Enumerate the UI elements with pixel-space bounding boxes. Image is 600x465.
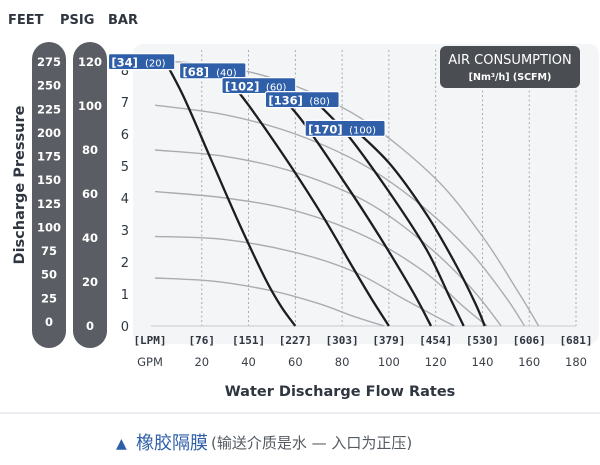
x-tick-lpm-2: [227]: [279, 334, 312, 347]
feet-tick-2: 225: [37, 102, 61, 116]
series-label-sub-2: (60): [266, 83, 287, 94]
x-tick-gpm-5: 120: [425, 355, 447, 369]
footer-subtitle: (输送介质是水 — 入口为正压): [211, 434, 412, 452]
header-psig-label: PSIG: [60, 13, 94, 28]
series-label-main-2: [102]: [225, 80, 260, 94]
x-tick-gpm-8: 180: [565, 355, 587, 369]
series-label-box-0: [107, 52, 176, 71]
air-curve-1: [217, 66, 390, 327]
psig-tick-4: 40: [82, 231, 98, 245]
bar-tick-6: 6: [121, 128, 129, 143]
x-tick-gpm-2: 60: [288, 355, 303, 369]
series-label-main-4: [170]: [308, 122, 343, 136]
bar-tick-8: 8: [121, 64, 129, 79]
feet-tick-4: 175: [37, 150, 61, 164]
bar-tick-4: 4: [121, 192, 129, 207]
x-tick-lpm-4: [379]: [372, 334, 405, 347]
x-tick-lpm-5: [454]: [419, 334, 452, 347]
series-label-main-3: [136]: [268, 94, 303, 108]
pressure-curve-1: [154, 104, 526, 327]
psig-tick-5: 20: [82, 275, 98, 289]
legend-subtitle: [Nm³/h] (SCFM): [469, 72, 552, 83]
x-tick-gpm-4: 100: [378, 355, 400, 369]
feet-tick-7: 100: [37, 220, 61, 234]
air-consumption-legend: [440, 46, 580, 88]
x-tick-lpm-6: [530]: [466, 334, 499, 347]
pressure-curve-3: [154, 190, 488, 327]
x-ticks: [76] 20 [151] 40 [227] 60 [303] 80 [379] 100 [454]…: [189, 334, 593, 369]
x-tick-gpm-6: 140: [471, 355, 493, 369]
bar-tick-2: 2: [121, 256, 129, 271]
air-curve-4: [348, 123, 486, 327]
psig-ticks: 120 100 80 60 40 20 0: [78, 55, 102, 333]
x-tick-lpm-8: [681]: [559, 334, 592, 347]
feet-tick-3: 200: [37, 126, 61, 140]
psig-tick-6: 0: [86, 319, 94, 333]
psig-tick-0: 120: [78, 55, 102, 69]
x-tick-gpm-3: 80: [335, 355, 350, 369]
x-tick-lpm-7: [606]: [513, 334, 546, 347]
x-tick-gpm-1: 40: [241, 355, 256, 369]
series-label-box-4: [304, 119, 386, 138]
bar-tick-5: 5: [121, 160, 129, 175]
series-label-0: [34] (20): [107, 52, 176, 71]
series-labels: [34] (20) [68] (40)[102] (60)[136] (80) [170] (…: [107, 52, 386, 138]
bar-tick-7: 7: [121, 96, 129, 111]
series-label-sub-1: (40): [216, 68, 237, 79]
feet-tick-8: 75: [41, 244, 57, 258]
air-curve-2: [264, 78, 433, 327]
bar-tick-1: 1: [121, 288, 129, 303]
series-label-2: [102] (60): [221, 76, 297, 95]
header-bar-label: BAR: [108, 13, 138, 28]
psig-tick-1: 100: [78, 99, 102, 113]
x-unit-gpm: GPM: [137, 355, 163, 369]
air-curve-0: [160, 55, 297, 327]
series-label-3: [136] (80): [264, 90, 340, 109]
series-label-sub-3: (80): [309, 97, 330, 108]
bar-tick-0: 0: [121, 320, 129, 335]
series-label-main-0: [34]: [111, 56, 138, 70]
feet-tick-10: 25: [41, 291, 57, 305]
x-tick-lpm-0: [76]: [189, 334, 216, 347]
psig-tick-3: 60: [82, 187, 98, 201]
series-label-sub-4: (100): [349, 125, 376, 136]
pressure-curve-2: [154, 149, 502, 327]
feet-tick-0: 275: [37, 55, 61, 69]
bar-y-ticks: 0 1 2 3 4 5 6 7 8: [121, 64, 129, 335]
feet-tick-6: 125: [37, 197, 61, 211]
bar-tick-3: 3: [121, 224, 129, 239]
x-tick-gpm-0: 20: [194, 355, 209, 369]
psig-tick-2: 80: [82, 143, 98, 157]
pressure-curve-4: [154, 235, 455, 327]
series-label-main-1: [68]: [183, 65, 210, 79]
y-axis-title: Discharge Pressure: [12, 105, 28, 264]
pressure-curve-5: [154, 277, 385, 327]
footer-title: 橡胶隔膜: [136, 433, 208, 454]
x-tick-lpm-3: [303]: [326, 334, 359, 347]
series-label-box-2: [221, 76, 297, 95]
legend-title: AIR CONSUMPTION: [448, 53, 571, 68]
series-label-box-3: [264, 90, 340, 109]
feet-tick-11: 0: [45, 315, 53, 329]
x-tick-lpm-1: [151]: [232, 334, 265, 347]
series-label-1: [68] (40): [178, 62, 247, 80]
header-feet-label: FEET: [8, 13, 44, 28]
feet-tick-5: 150: [37, 173, 61, 187]
x-axis-title: Water Discharge Flow Rates: [225, 384, 456, 400]
feet-tick-9: 50: [41, 268, 57, 282]
series-label-sub-0: (20): [145, 59, 166, 70]
feet-tick-1: 250: [37, 79, 61, 93]
x-tick-gpm-7: 160: [518, 355, 540, 369]
x-unit-lpm: [LPM]: [133, 334, 166, 347]
triangle-icon: ▲: [116, 436, 127, 452]
feet-scale-pill: [32, 42, 66, 348]
series-label-4: [170] (100): [304, 119, 386, 138]
series-label-box-1: [178, 62, 247, 80]
psig-scale-pill: [73, 42, 107, 348]
